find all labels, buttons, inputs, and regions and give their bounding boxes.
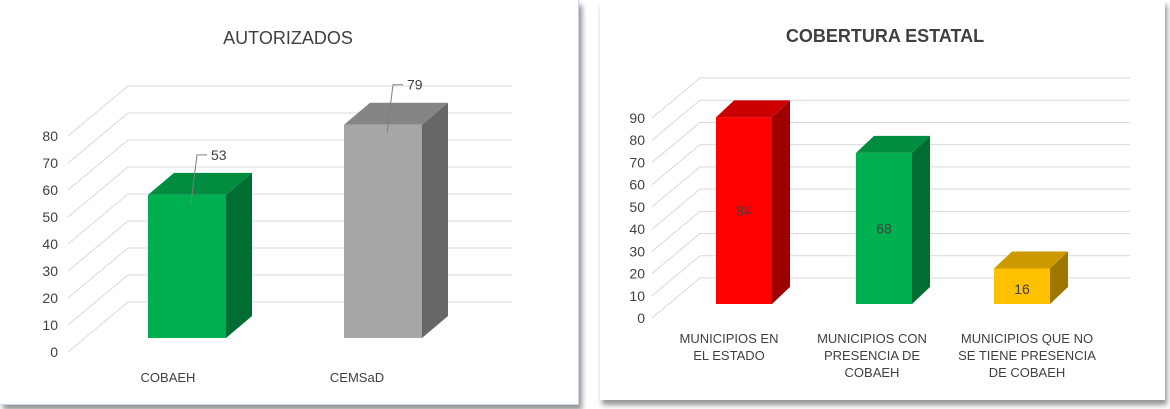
y-tick-label: 40	[629, 221, 645, 237]
gridline	[651, 233, 1130, 274]
autorizados-chart: AUTORIZADOS 0 10 20 30 40 50 60 70 80 53 COBAEH 79 CE…	[42, 28, 512, 385]
category-label: COBAEH	[845, 365, 900, 380]
data-label: 84	[736, 203, 752, 219]
data-label-leader	[190, 154, 207, 203]
category-label: MUNICIPIOS QUE NO	[961, 331, 1093, 346]
gridline	[67, 85, 512, 137]
y-tick-label: 0	[637, 310, 645, 326]
gridline	[651, 166, 1130, 208]
bar-top	[994, 251, 1068, 269]
category-label: MUNICIPIOS CON	[817, 331, 927, 346]
y-tick-label: 30	[629, 243, 645, 259]
y-tick-label: 30	[42, 263, 58, 279]
data-label-leader	[386, 84, 403, 133]
y-tick-label: 60	[42, 182, 58, 198]
category-label: COBAEH	[141, 370, 196, 385]
bar-top	[716, 100, 790, 118]
y-tick-label: 70	[42, 155, 58, 171]
bar-side	[1050, 251, 1068, 304]
bar-top	[344, 102, 448, 125]
bar-top	[148, 172, 252, 195]
y-tick-label: 90	[629, 110, 645, 126]
y-tick-label: 80	[42, 128, 58, 144]
y-tick-label: 10	[629, 288, 645, 304]
bar-side	[772, 100, 790, 304]
y-tick-label: 20	[629, 266, 645, 282]
y-tick-label: 50	[42, 209, 58, 225]
gridline	[651, 121, 1130, 163]
y-tick-label: 40	[42, 236, 58, 252]
chart-title: COBERTURA ESTATAL	[786, 26, 984, 46]
chart-title: AUTORIZADOS	[223, 28, 353, 48]
gridline	[651, 99, 1130, 141]
bar-group	[856, 135, 930, 304]
category-label: EL ESTADO	[693, 348, 765, 363]
y-tick-label: 60	[629, 177, 645, 193]
category-label: SE TIENE PRESENCIA	[958, 348, 1096, 363]
bar-side	[422, 102, 448, 338]
y-tick-label: 20	[42, 290, 58, 306]
gridline	[651, 77, 1130, 119]
data-label: 79	[407, 77, 423, 93]
bar-side	[912, 135, 930, 304]
data-label: 53	[211, 147, 227, 163]
bar-group	[148, 172, 252, 338]
category-label: PRESENCIA DE	[824, 348, 920, 363]
gridline	[651, 188, 1130, 230]
y-tick-label: 80	[629, 132, 645, 148]
bar-side	[226, 172, 252, 338]
data-label: 68	[876, 220, 892, 236]
bar	[856, 152, 912, 304]
bar	[994, 268, 1050, 304]
bar	[148, 194, 226, 338]
gridline	[651, 255, 1130, 297]
data-label: 16	[1014, 281, 1030, 297]
bar-group	[716, 100, 790, 304]
category-label: MUNICIPIOS EN	[680, 331, 779, 346]
bar-group	[344, 102, 448, 338]
autorizados-chart-panel: AUTORIZADOS 0 10 20 30 40 50 60 70 80 53 COBAEH 79 CE…	[0, 0, 579, 405]
cobertura-chart-panel: COBERTURA ESTATAL 0 10 20 30 40 50 60 70 80 90 84 MU…	[600, 0, 1165, 400]
gridline	[651, 277, 1130, 319]
gridline	[651, 144, 1130, 186]
y-tick-label: 50	[629, 199, 645, 215]
bar	[344, 124, 422, 338]
bar	[716, 117, 772, 304]
y-tick-label: 0	[50, 344, 58, 360]
category-label: DE COBAEH	[989, 365, 1066, 380]
bar-group	[994, 251, 1068, 304]
category-label: CEMSaD	[330, 370, 384, 385]
y-tick-label: 10	[42, 317, 58, 333]
gridline	[651, 210, 1130, 252]
y-tick-label: 70	[629, 154, 645, 170]
cobertura-chart: COBERTURA ESTATAL 0 10 20 30 40 50 60 70 80 90 84 MU…	[629, 26, 1130, 380]
bar-top	[856, 135, 930, 153]
